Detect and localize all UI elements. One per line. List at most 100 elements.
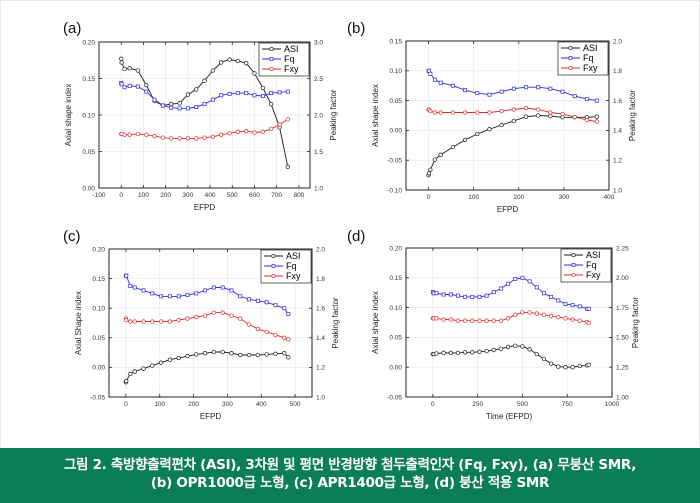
data-point-fq bbox=[448, 292, 453, 297]
data-point-fq bbox=[548, 86, 553, 91]
x-axis-label: EFPD bbox=[200, 412, 222, 421]
data-point-fxy bbox=[594, 119, 599, 124]
y2-tick-label: 1.6 bbox=[316, 306, 325, 313]
data-point-asi bbox=[523, 114, 529, 119]
panel-label-d: (d) bbox=[347, 228, 366, 245]
data-point-fq bbox=[513, 277, 518, 281]
data-point-asi bbox=[229, 351, 234, 356]
y-tick-label: 0.10 bbox=[389, 68, 402, 75]
legend-marker-fxy bbox=[269, 66, 274, 72]
y2-tick-label: 3.0 bbox=[314, 39, 323, 46]
y-axis-label: Axial shape index bbox=[64, 84, 73, 147]
data-point-fq bbox=[235, 91, 240, 96]
data-point-asi bbox=[282, 351, 287, 356]
y-tick-label: 0.05 bbox=[92, 335, 105, 342]
y-tick-label: 0.05 bbox=[389, 98, 402, 105]
legend-marker-fq bbox=[271, 264, 276, 268]
y-tick-label: 0.00 bbox=[389, 365, 402, 372]
x-tick-label: 250 bbox=[472, 401, 483, 408]
series-line-fq bbox=[125, 275, 289, 315]
y2-axis-label: Peaking factor bbox=[329, 89, 338, 140]
legend-label-fxy: Fxy bbox=[586, 270, 601, 280]
data-point-fxy bbox=[124, 317, 129, 323]
data-point-fxy bbox=[527, 310, 532, 315]
data-point-fxy bbox=[432, 110, 438, 115]
data-point-asi bbox=[556, 364, 561, 369]
data-point-fxy bbox=[548, 110, 553, 115]
data-point-fxy bbox=[541, 312, 547, 317]
y-tick-label: 0.05 bbox=[82, 149, 95, 156]
data-point-fxy bbox=[176, 317, 181, 323]
data-point-asi bbox=[185, 92, 190, 97]
data-point-fxy bbox=[520, 310, 525, 315]
y2-tick-label: 1.5 bbox=[314, 149, 323, 156]
series-asi bbox=[426, 113, 599, 178]
data-point-asi bbox=[169, 101, 174, 107]
data-point-fxy bbox=[428, 108, 433, 114]
data-point-fxy bbox=[255, 326, 261, 332]
x-tick-label: 500 bbox=[290, 401, 301, 408]
x-tick-label: 200 bbox=[513, 194, 524, 201]
y2-tick-label: 1.25 bbox=[616, 365, 629, 372]
data-point-fxy bbox=[548, 313, 554, 319]
data-point-fxy bbox=[211, 310, 217, 315]
y2-tick-label: 1.2 bbox=[316, 365, 325, 372]
data-point-asi bbox=[462, 137, 468, 143]
data-point-fq bbox=[594, 98, 599, 103]
x-tick-label: 750 bbox=[562, 401, 573, 408]
y2-tick-label: 1.75 bbox=[616, 305, 629, 312]
series-fxy bbox=[119, 117, 290, 141]
series-asi bbox=[119, 56, 290, 169]
data-point-fxy bbox=[577, 318, 582, 323]
y2-tick-label: 1.8 bbox=[316, 276, 325, 283]
x-tick-label: 200 bbox=[188, 401, 199, 408]
legend-label-fxy: Fxy bbox=[583, 63, 598, 73]
data-point-fxy bbox=[462, 110, 468, 115]
data-point-fxy bbox=[484, 318, 489, 323]
data-point-fq bbox=[150, 291, 155, 296]
legend-marker-asi bbox=[269, 46, 274, 52]
data-point-fxy bbox=[434, 316, 439, 321]
data-point-fq bbox=[438, 80, 443, 85]
legend-marker-fxy bbox=[571, 272, 576, 278]
x-tick-label: -100 bbox=[92, 192, 105, 199]
data-point-fq bbox=[534, 285, 539, 290]
legend-marker-fq bbox=[269, 57, 274, 61]
chart-panel-d: 0 250 500 750 1000 -0.05 0.00 0.05 0.10 0.15 0.20 1… bbox=[371, 245, 640, 421]
x-tick-label: 0 bbox=[431, 401, 435, 408]
data-point-fxy bbox=[185, 136, 190, 141]
data-point-fxy bbox=[219, 132, 224, 137]
legend-marker-fq bbox=[568, 56, 573, 60]
data-point-asi bbox=[448, 350, 453, 356]
data-point-fq bbox=[475, 91, 480, 96]
panel-label-c: (c) bbox=[63, 228, 81, 245]
x-tick-label: 100 bbox=[468, 194, 479, 201]
data-point-asi bbox=[264, 352, 269, 357]
data-point-asi bbox=[487, 127, 492, 132]
data-point-fq bbox=[432, 77, 437, 82]
data-point-fxy bbox=[286, 337, 291, 342]
legend-label-asi: ASI bbox=[284, 44, 299, 54]
data-point-fxy bbox=[194, 314, 199, 320]
data-point-asi bbox=[434, 351, 439, 356]
data-point-fq bbox=[455, 293, 460, 298]
data-point-asi bbox=[455, 350, 461, 356]
data-point-fxy bbox=[556, 314, 561, 320]
x-tick-label: 500 bbox=[227, 192, 238, 199]
data-point-fxy bbox=[570, 317, 575, 322]
legend-marker-asi bbox=[568, 45, 573, 51]
legend-label-fxy: Fxy bbox=[286, 271, 301, 281]
data-point-fxy bbox=[282, 335, 287, 340]
y-tick-label: 0.15 bbox=[92, 276, 105, 283]
data-point-asi bbox=[285, 164, 290, 169]
data-point-fq bbox=[211, 285, 216, 290]
data-point-fxy bbox=[150, 319, 155, 324]
data-point-fq bbox=[477, 294, 482, 299]
y-tick-label: 0.15 bbox=[389, 275, 402, 282]
data-point-asi bbox=[255, 352, 261, 358]
y2-tick-label: 1.0 bbox=[314, 185, 323, 192]
y2-tick-label: 2.00 bbox=[616, 275, 629, 282]
y2-tick-label: 1.4 bbox=[613, 128, 622, 135]
data-point-fq bbox=[227, 91, 232, 96]
